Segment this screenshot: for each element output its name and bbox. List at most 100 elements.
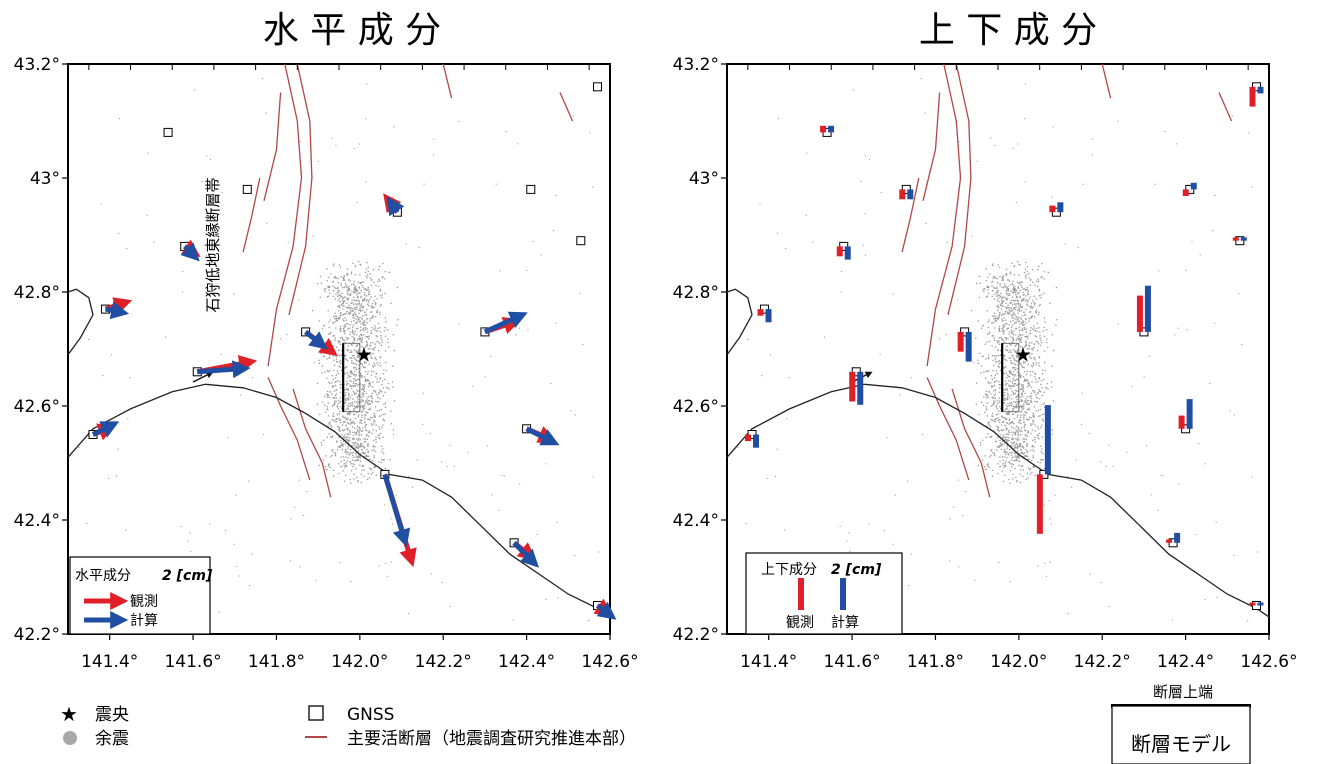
- aftershock-dot: [1014, 379, 1016, 382]
- aftershock-dot: [1017, 456, 1019, 458]
- aftershock-dot: [311, 309, 314, 312]
- aftershock-dot: [1005, 306, 1007, 308]
- aftershock-dot: [352, 315, 355, 317]
- aftershock-dot: [1027, 467, 1030, 469]
- aftershock-dot: [350, 302, 352, 304]
- aftershock-dot: [1012, 319, 1014, 322]
- aftershock-dot: [985, 406, 988, 408]
- aftershock-dot: [329, 466, 331, 468]
- aftershock-dot: [1005, 433, 1008, 435]
- aftershock-dot: [992, 397, 995, 399]
- aftershock-dot: [345, 384, 348, 386]
- aftershock-dot: [375, 376, 377, 378]
- aftershock-dot: [1034, 334, 1037, 337]
- aftershock-dot: [759, 203, 761, 205]
- aftershock-dot: [1012, 333, 1015, 336]
- aftershock-dot: [1043, 317, 1046, 319]
- aftershock-dot: [405, 243, 407, 245]
- aftershock-dot: [449, 605, 451, 608]
- aftershock-dot: [920, 78, 923, 80]
- aftershock-dot: [368, 291, 370, 294]
- aftershock-dot: [375, 424, 377, 427]
- aftershock-dot: [1020, 398, 1022, 401]
- aftershock-dot: [996, 339, 998, 342]
- aftershock-dot: [1003, 451, 1005, 454]
- aftershock-dot: [1020, 393, 1023, 396]
- epicenter-star-icon: ★: [1014, 343, 1032, 367]
- aftershock-dot: [206, 155, 208, 157]
- aftershock-dot: [1043, 413, 1045, 415]
- aftershock-dot: [332, 345, 334, 347]
- aftershock-dot: [1045, 386, 1047, 389]
- aftershock-dot: [998, 327, 1001, 330]
- aftershock-dot: [327, 286, 330, 289]
- aftershock-dot: [339, 391, 342, 394]
- aftershock-dot: [1043, 326, 1045, 329]
- aftershock-dot: [341, 424, 344, 426]
- aftershock-dot: [1001, 440, 1004, 443]
- aftershock-dot: [359, 400, 362, 403]
- aftershock-dot: [334, 454, 337, 457]
- aftershock-dot: [1007, 285, 1009, 288]
- aftershock-dot: [994, 277, 996, 279]
- aftershock-dot: [1008, 405, 1010, 407]
- aftershock-dot: [1042, 330, 1045, 332]
- aftershock-dot: [999, 285, 1001, 287]
- aftershock-dot: [377, 434, 379, 436]
- aftershock-dot: [352, 380, 355, 383]
- aftershock-dot: [1004, 439, 1007, 441]
- aftershock-dot: [995, 370, 998, 372]
- aftershock-dot: [1024, 435, 1027, 437]
- aftershock-dot: [328, 354, 331, 356]
- aftershock-dot: [980, 401, 983, 404]
- aftershock-dot: [1028, 403, 1030, 405]
- aftershock-dot: [992, 404, 994, 406]
- aftershock-dot: [998, 343, 1001, 346]
- aftershock-dot: [339, 421, 342, 424]
- computed-bar: [828, 125, 835, 133]
- aftershock-dot: [1007, 307, 1010, 309]
- aftershock-dot: [990, 137, 992, 139]
- aftershock-dot: [367, 452, 369, 454]
- aftershock-dot: [343, 327, 345, 329]
- aftershock-dot: [390, 561, 392, 563]
- aftershock-dot: [349, 460, 352, 463]
- aftershock-dot: [996, 425, 998, 428]
- aftershock-dot: [982, 404, 985, 407]
- aftershock-dot: [340, 442, 343, 444]
- aftershock-dot: [344, 451, 346, 454]
- aftershock-dot: [545, 598, 547, 601]
- aftershock-dot: [365, 181, 367, 183]
- aftershock-dot: [352, 462, 354, 465]
- aftershock-dot: [997, 419, 1000, 422]
- aftershock-dot: [370, 317, 373, 319]
- aftershock-dot: [864, 213, 866, 215]
- aftershock-dot: [346, 413, 349, 415]
- aftershock-dot: [354, 273, 357, 276]
- aftershock-dot: [997, 360, 1000, 363]
- aftershock-dot: [1033, 304, 1036, 306]
- aftershock-dot: [348, 307, 351, 309]
- aftershock-dot: [988, 382, 990, 385]
- aftershock-dot: [1008, 397, 1011, 399]
- aftershock-dot: [357, 414, 360, 416]
- aftershock-dot: [355, 291, 358, 293]
- aftershock-dot: [100, 203, 102, 205]
- aftershock-dot: [397, 318, 399, 321]
- aftershock-dot: [333, 364, 336, 367]
- aftershock-dot: [380, 461, 383, 464]
- observed-bar: [1232, 237, 1239, 241]
- aftershock-dot: [338, 472, 340, 475]
- aftershock-dot: [379, 311, 381, 313]
- aftershock-dot: [328, 465, 330, 467]
- aftershock-dot: [364, 362, 366, 364]
- aftershock-dot: [1019, 361, 1021, 364]
- aftershock-dot: [1020, 383, 1023, 386]
- vertical-scale-legend: 上下成分 2 [cm] 観測 計算: [745, 552, 903, 635]
- aftershock-dot: [1150, 494, 1152, 496]
- aftershock-dot: [1035, 381, 1037, 383]
- aftershock-dot: [1031, 365, 1034, 368]
- aftershock-dot: [374, 343, 377, 346]
- aftershock-dot: [1029, 305, 1032, 308]
- aftershock-dot: [330, 426, 333, 428]
